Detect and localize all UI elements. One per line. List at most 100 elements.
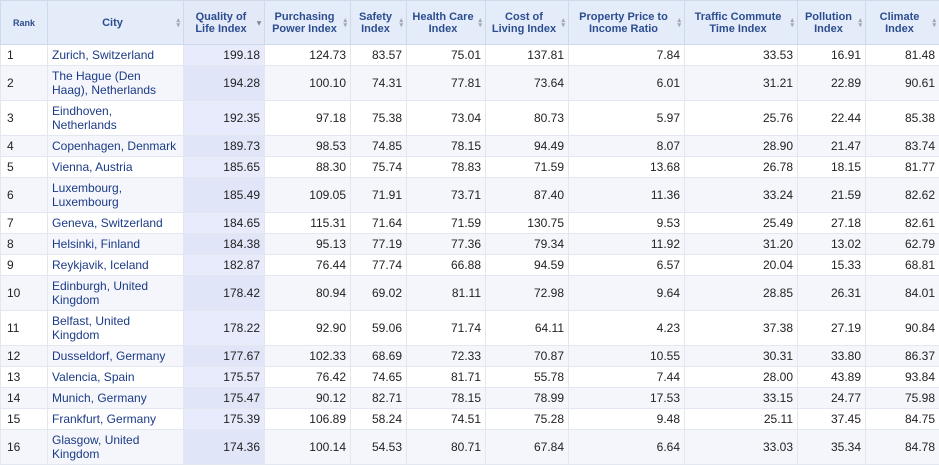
ppi-cell: 80.94 (265, 276, 351, 311)
column-header-ppir[interactable]: Property Price to Income Ratio▴▾ (569, 1, 685, 45)
city-cell: Glasgow, United Kingdom (48, 430, 184, 465)
city-link[interactable]: Luxembourg, Luxembourg (52, 181, 122, 209)
column-header-safety[interactable]: Safety Index ▴▾ (351, 1, 407, 45)
traffic-cell: 31.21 (685, 66, 798, 101)
ppi-cell: 102.33 (265, 346, 351, 367)
city-cell: Geneva, Switzerland (48, 213, 184, 234)
qol-cell: 178.42 (184, 276, 265, 311)
health-cell: 73.71 (407, 178, 486, 213)
climate-cell: 83.74 (866, 136, 939, 157)
qol-cell: 174.36 (184, 430, 265, 465)
rank-cell: 4 (1, 136, 48, 157)
city-cell: Munich, Germany (48, 388, 184, 409)
pollution-cell: 35.34 (798, 430, 866, 465)
column-header-label: Rank (13, 18, 35, 28)
climate-cell: 85.38 (866, 101, 939, 136)
qol-cell: 184.65 (184, 213, 265, 234)
header-row: Rank City▴▾Quality of Life Index▾Purchasi… (1, 1, 939, 45)
city-link[interactable]: Helsinki, Finland (52, 237, 140, 251)
col-cell: 79.34 (486, 234, 569, 255)
traffic-cell: 28.85 (685, 276, 798, 311)
traffic-cell: 28.90 (685, 136, 798, 157)
rank-cell: 1 (1, 45, 48, 66)
climate-cell: 90.84 (866, 311, 939, 346)
column-header-label: Cost of Living Index (492, 11, 556, 35)
rank-cell: 8 (1, 234, 48, 255)
traffic-cell: 20.04 (685, 255, 798, 276)
column-header-pollution[interactable]: Pollution Index ▴▾ (798, 1, 866, 45)
sort-icon: ▴▾ (176, 18, 180, 28)
col-cell: 78.99 (486, 388, 569, 409)
city-link[interactable]: Reykjavik, Iceland (52, 258, 149, 272)
column-header-health[interactable]: Health Care Index▴▾ (407, 1, 486, 45)
city-cell: Valencia, Spain (48, 367, 184, 388)
ppi-cell: 92.90 (265, 311, 351, 346)
city-link[interactable]: Copenhagen, Denmark (52, 139, 176, 153)
city-link[interactable]: Dusseldorf, Germany (52, 349, 165, 363)
health-cell: 75.01 (407, 45, 486, 66)
column-header-label: Safety Index (359, 11, 392, 35)
city-link[interactable]: The Hague (Den Haag), Netherlands (52, 69, 156, 97)
city-link[interactable]: Vienna, Austria (52, 160, 133, 174)
city-link[interactable]: Geneva, Switzerland (52, 216, 163, 230)
rank-cell: 9 (1, 255, 48, 276)
ppi-cell: 90.12 (265, 388, 351, 409)
column-header-ppi[interactable]: Purchasing Power Index▴▾ (265, 1, 351, 45)
city-link[interactable]: Zurich, Switzerland (52, 48, 154, 62)
city-link[interactable]: Munich, Germany (52, 391, 147, 405)
health-cell: 81.11 (407, 276, 486, 311)
climate-cell: 81.48 (866, 45, 939, 66)
qol-cell: 178.22 (184, 311, 265, 346)
pollution-cell: 15.33 (798, 255, 866, 276)
qol-cell: 185.49 (184, 178, 265, 213)
column-header-rank[interactable]: Rank (1, 1, 48, 45)
ppir-cell: 5.97 (569, 101, 685, 136)
safety-cell: 75.74 (351, 157, 407, 178)
column-header-col[interactable]: Cost of Living Index▴▾ (486, 1, 569, 45)
column-header-traffic[interactable]: Traffic Commute Time Index▴▾ (685, 1, 798, 45)
ppi-cell: 95.13 (265, 234, 351, 255)
health-cell: 78.83 (407, 157, 486, 178)
city-link[interactable]: Eindhoven, Netherlands (52, 104, 117, 132)
sort-icon: ▴▾ (858, 18, 862, 28)
pollution-cell: 33.80 (798, 346, 866, 367)
ppir-cell: 6.64 (569, 430, 685, 465)
qol-cell: 185.65 (184, 157, 265, 178)
column-header-label: Pollution Index (805, 11, 852, 35)
sort-descending-icon: ▾ (257, 20, 261, 25)
traffic-cell: 26.78 (685, 157, 798, 178)
pollution-cell: 43.89 (798, 367, 866, 388)
city-link[interactable]: Glasgow, United Kingdom (52, 433, 139, 461)
column-header-qol[interactable]: Quality of Life Index▾ (184, 1, 265, 45)
rank-cell: 3 (1, 101, 48, 136)
city-link[interactable]: Valencia, Spain (52, 370, 135, 384)
column-header-city[interactable]: City▴▾ (48, 1, 184, 45)
city-link[interactable]: Belfast, United Kingdom (52, 314, 130, 342)
health-cell: 66.88 (407, 255, 486, 276)
climate-cell: 75.98 (866, 388, 939, 409)
column-header-label: Property Price to Income Ratio (579, 11, 668, 35)
ppi-cell: 100.14 (265, 430, 351, 465)
sort-icon: ▴▾ (790, 18, 794, 28)
health-cell: 74.51 (407, 409, 486, 430)
traffic-cell: 33.24 (685, 178, 798, 213)
ppir-cell: 11.36 (569, 178, 685, 213)
ppir-cell: 7.84 (569, 45, 685, 66)
table-header: Rank City▴▾Quality of Life Index▾Purchasi… (1, 1, 939, 45)
col-cell: 75.28 (486, 409, 569, 430)
column-header-climate[interactable]: Climate Index▴▾ (866, 1, 939, 45)
safety-cell: 54.53 (351, 430, 407, 465)
sort-icon: ▴▾ (399, 18, 403, 28)
city-link[interactable]: Edinburgh, United Kingdom (52, 279, 148, 307)
ppir-cell: 17.53 (569, 388, 685, 409)
safety-cell: 83.57 (351, 45, 407, 66)
city-link[interactable]: Frankfurt, Germany (52, 412, 156, 426)
